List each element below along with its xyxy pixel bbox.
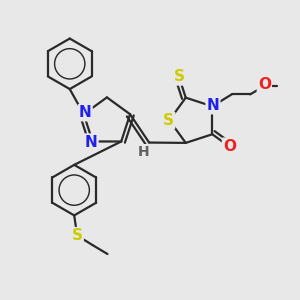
Text: O: O <box>258 77 271 92</box>
Text: N: N <box>207 98 219 113</box>
Text: S: S <box>174 70 185 85</box>
Text: N: N <box>79 105 92 120</box>
Text: O: O <box>223 139 236 154</box>
Text: S: S <box>163 113 174 128</box>
Text: H: H <box>138 145 150 159</box>
Text: S: S <box>72 228 83 243</box>
Text: N: N <box>85 135 98 150</box>
